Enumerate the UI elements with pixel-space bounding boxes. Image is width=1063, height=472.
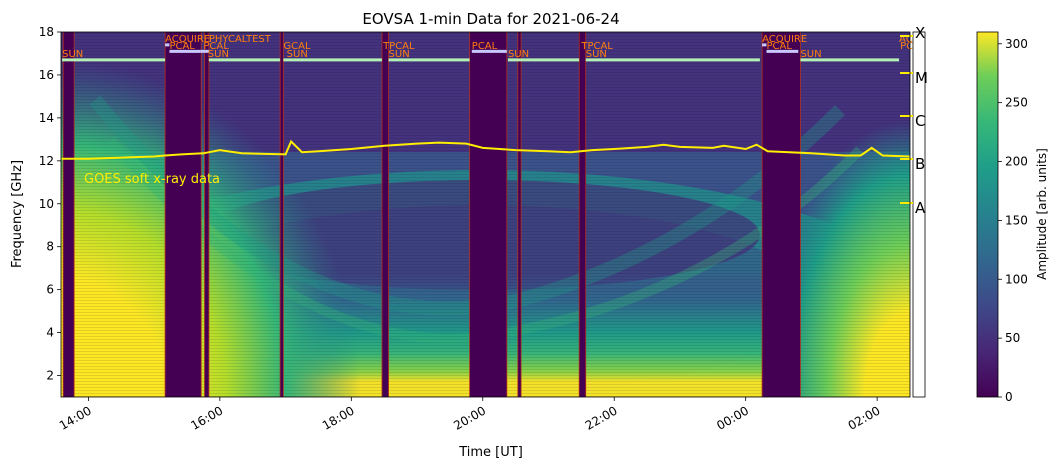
y-tick-label: 6 — [46, 283, 54, 297]
scan-label: AC — [899, 34, 913, 45]
y-tick-label: 8 — [46, 240, 54, 254]
data-gap — [469, 32, 507, 397]
data-gap — [280, 32, 284, 397]
x-axis-label: Time [UT] — [458, 445, 523, 460]
scan-label: GCAL — [283, 41, 311, 52]
colorbar-tick-label: 250 — [1005, 96, 1028, 110]
scan-label: SUN — [208, 49, 229, 60]
colorbar-tick-label: 100 — [1005, 272, 1028, 286]
goes-class-label: B — [915, 155, 925, 173]
goes-label: GOES soft x-ray data — [84, 172, 220, 187]
colorbar — [976, 31, 999, 398]
colorbar-tick-label: 200 — [1005, 155, 1028, 169]
x-tick-label: 00:00 — [714, 403, 751, 432]
x-tick-label: 22:00 — [583, 403, 620, 432]
goes-class-labels: X M C B A — [900, 24, 928, 217]
data-gap — [165, 32, 202, 397]
scan-label: PCAL — [203, 41, 229, 52]
x-tick-label: 14:00 — [57, 403, 94, 432]
scan-label: ACQUIRE — [762, 34, 807, 45]
y-tick-label: 14 — [39, 111, 54, 125]
x-tick-label: 18:00 — [320, 403, 357, 432]
schedule-bars — [62, 43, 900, 62]
scan-label: TPCAL — [580, 41, 613, 52]
data-gap — [579, 32, 586, 397]
spectrogram-image — [61, 32, 910, 397]
data-gap — [762, 32, 801, 397]
goes-curve — [61, 139, 911, 160]
data-gap — [63, 32, 75, 397]
y-tick-label: 12 — [39, 154, 54, 168]
scan-label: SUN — [508, 49, 529, 60]
goes-class-label: X — [915, 24, 925, 42]
scan-label: PC — [900, 41, 913, 52]
y-axis: 2 4 6 8 10 12 14 16 18 — [39, 25, 61, 383]
y-tick-label: 18 — [39, 25, 54, 39]
chart-title: EOVSA 1-min Data for 2021-06-24 — [362, 10, 619, 28]
scan-label: SUN — [586, 49, 607, 60]
colorbar-tick-label: 50 — [1005, 331, 1020, 345]
scan-label: SUN — [287, 49, 308, 60]
colorbar-axis: 0 50 100 150 200 250 300 — [998, 37, 1028, 404]
scan-label: SUN — [389, 49, 410, 60]
y-tick-label: 16 — [39, 68, 54, 82]
colorbar-tick-label: 150 — [1005, 213, 1028, 227]
data-gap — [381, 32, 389, 397]
colorbar-label: Amplitude [arb. units] — [1035, 148, 1049, 280]
goes-class-label: M — [915, 69, 928, 87]
x-tick-label: 20:00 — [451, 403, 488, 432]
goes-class-label: C — [915, 112, 925, 130]
x-tick-label: 16:00 — [188, 403, 225, 432]
y-axis-label: Frequency [GHz] — [10, 160, 25, 268]
scan-label: PCAL — [766, 41, 792, 52]
x-tick-label: 02:00 — [846, 403, 883, 432]
scan-label: SUN — [800, 49, 821, 60]
scan-label: PCAL — [472, 41, 498, 52]
goes-overlay: GOES soft x-ray data — [61, 139, 911, 187]
y-tick-label: 2 — [46, 369, 54, 383]
goes-class-label: A — [915, 199, 926, 217]
colorbar-tick-label: 300 — [1005, 37, 1028, 51]
scan-label: ACQUIRE — [165, 34, 210, 45]
scan-label: TPCAL — [382, 41, 415, 52]
data-gap — [204, 32, 209, 397]
y-tick-label: 4 — [46, 326, 54, 340]
scan-label: PCAL — [169, 41, 195, 52]
plot-frame — [60, 31, 911, 398]
scan-label: PHYCALTEST — [209, 34, 272, 45]
goes-class-strip — [912, 31, 926, 398]
data-gap — [517, 32, 522, 397]
scan-label: SUN — [62, 49, 83, 60]
x-axis: 14:00 16:00 18:00 20:00 22:00 00:00 02:00 — [57, 397, 883, 433]
colorbar-tick-label: 0 — [1005, 390, 1013, 404]
y-tick-label: 10 — [39, 197, 54, 211]
